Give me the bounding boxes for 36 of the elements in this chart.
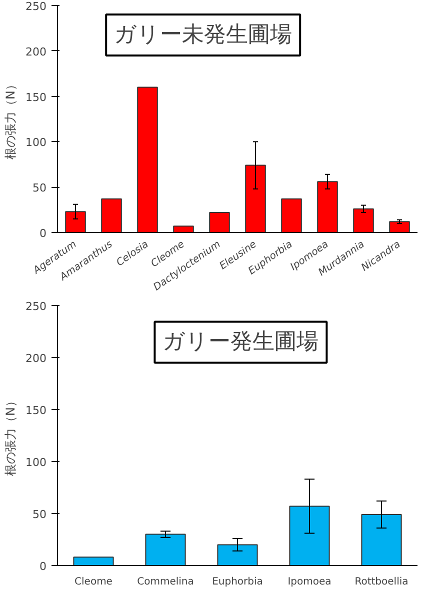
x-tick-label: Cleome [74, 576, 112, 588]
y-tick-label: 150 [26, 90, 47, 104]
y-tick-label: 100 [26, 456, 47, 469]
bar [245, 164, 266, 232]
y-tick-label: 200 [26, 352, 47, 365]
bar [209, 212, 230, 232]
x-tick-label: Rottboellia [354, 576, 408, 588]
bar [173, 226, 194, 232]
bar [217, 544, 258, 566]
y-axis-title: 根の張力（N） [4, 78, 18, 160]
x-tick-label: Ipomoea [288, 576, 332, 588]
bar [145, 534, 186, 566]
bar [389, 221, 410, 232]
bar [361, 514, 402, 566]
y-tick-label: 50 [32, 182, 47, 195]
bar [73, 556, 114, 566]
y-tick-label: 0 [40, 227, 46, 240]
bar [317, 181, 338, 232]
bar [65, 211, 86, 232]
y-tick-label: 250 [26, 0, 47, 13]
y-tick-label: 200 [26, 45, 47, 58]
y-tick-label: 50 [32, 508, 47, 521]
x-tick-label: Commelina [137, 576, 194, 588]
x-tick-label: Euphorbia [212, 576, 263, 588]
text: ガリー発生圃場 [162, 330, 319, 355]
bar [137, 86, 158, 232]
y-tick-label: 150 [26, 404, 47, 417]
text: ガリー未発生圃場 [114, 22, 292, 48]
y-axis-title: 根の張力（N） [4, 395, 18, 476]
y-tick-label: 100 [26, 136, 47, 150]
y-tick-label: 250 [26, 300, 47, 313]
bar [101, 198, 122, 232]
bar [281, 198, 302, 232]
y-tick-label: 0 [40, 560, 46, 573]
bar [353, 208, 374, 232]
bar [289, 506, 330, 566]
